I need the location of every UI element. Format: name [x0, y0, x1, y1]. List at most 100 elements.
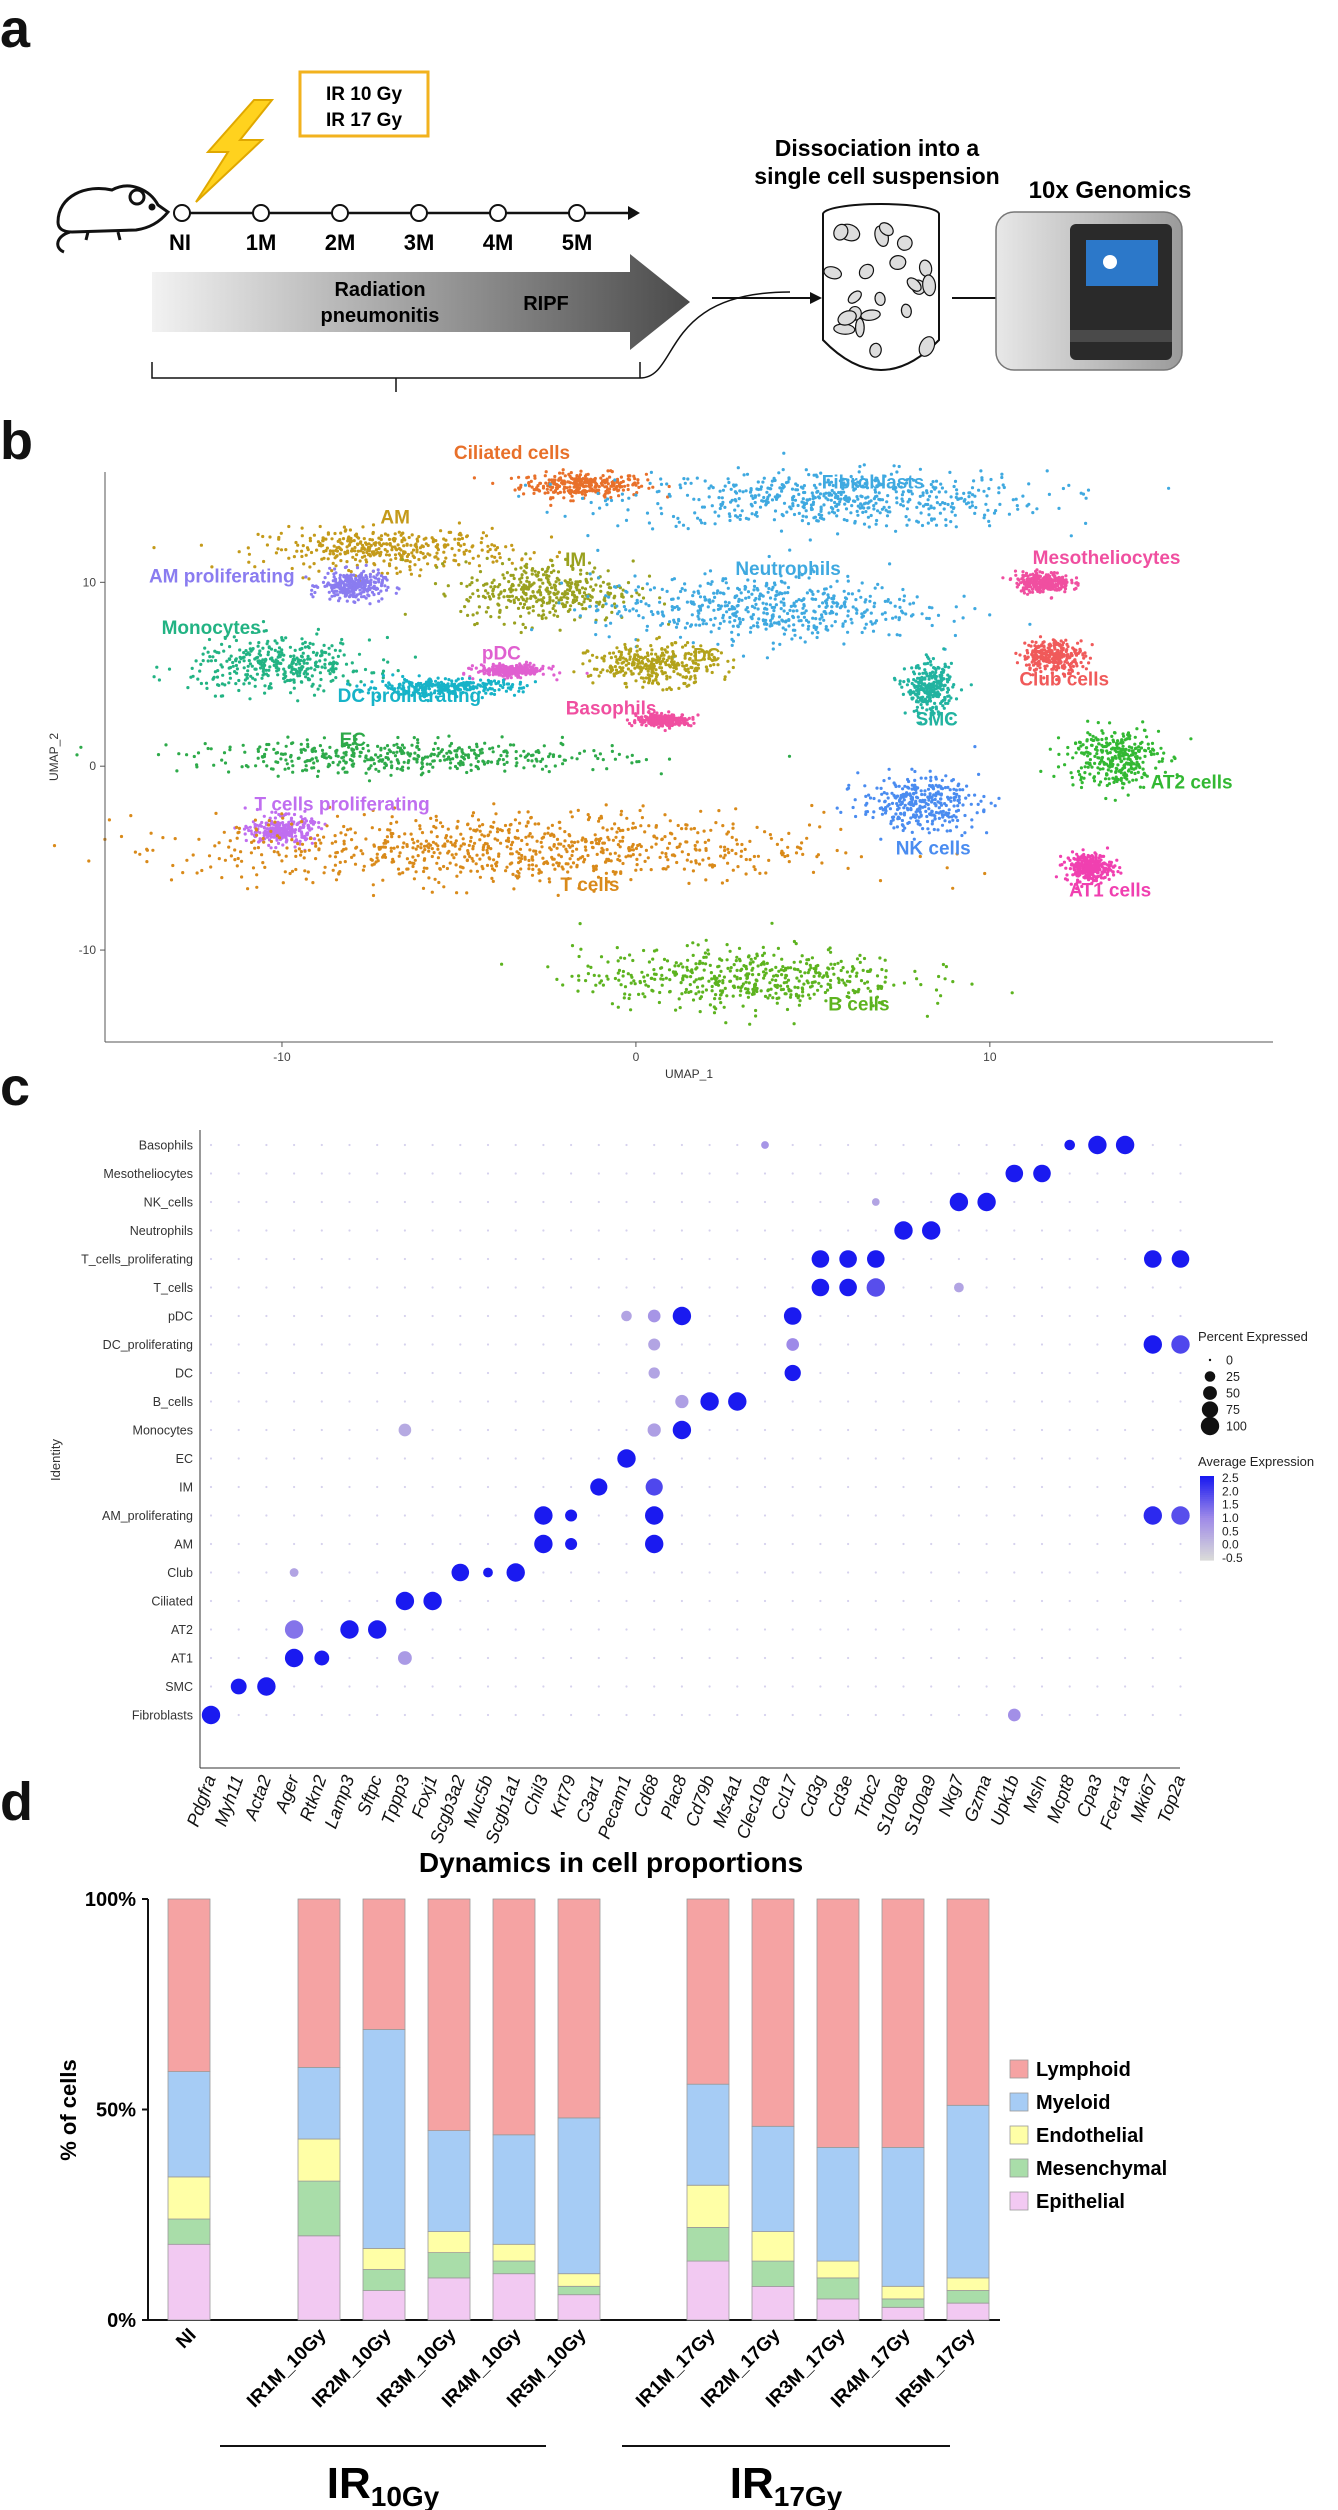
umap-point	[884, 524, 889, 528]
umap-point	[1022, 591, 1026, 595]
umap-point	[733, 498, 737, 502]
umap-point	[736, 504, 740, 508]
umap-point	[220, 665, 224, 669]
umap-point	[660, 711, 664, 716]
umap-point	[372, 553, 376, 557]
umap-point	[894, 486, 898, 490]
umap-point	[856, 480, 860, 484]
umap-point	[639, 666, 643, 671]
umap-point	[710, 504, 714, 508]
umap-point	[566, 609, 571, 614]
umap-point	[925, 616, 929, 621]
umap-point	[1038, 662, 1042, 667]
umap-point	[824, 601, 829, 605]
umap-point	[670, 642, 674, 646]
umap-point	[346, 682, 350, 686]
umap-point	[561, 482, 565, 486]
umap-point	[927, 682, 931, 686]
umap-point	[654, 652, 658, 656]
umap-point	[334, 667, 338, 671]
umap-point	[446, 543, 450, 547]
timepoint-label-3m: 3M	[404, 230, 435, 255]
umap-point	[647, 486, 651, 490]
umap-point	[842, 518, 846, 522]
umap-point	[481, 531, 485, 535]
umap-point	[246, 669, 250, 673]
umap-point	[761, 618, 765, 622]
umap-point	[804, 609, 808, 613]
umap-point	[698, 518, 703, 522]
umap-point	[316, 687, 320, 691]
umap-point	[828, 611, 832, 615]
umap-point	[834, 492, 838, 497]
umap-point	[344, 662, 349, 666]
umap-point	[884, 617, 888, 622]
umap-point	[786, 591, 790, 595]
umap-point	[540, 567, 545, 572]
umap-point	[456, 687, 460, 691]
umap-point	[578, 473, 583, 477]
umap-point	[276, 668, 280, 672]
umap-point	[727, 670, 731, 674]
umap-point	[563, 514, 567, 518]
umap-point	[578, 579, 582, 584]
umap-point	[934, 486, 938, 490]
umap-point	[1025, 581, 1029, 585]
umap-point	[343, 583, 347, 587]
umap-point	[231, 664, 235, 668]
umap-point	[641, 685, 645, 689]
umap-point	[227, 681, 231, 685]
umap-point	[1053, 584, 1058, 588]
umap-point	[925, 491, 929, 495]
umap-point	[1057, 586, 1061, 590]
umap-point	[541, 581, 545, 585]
umap-point	[713, 522, 717, 526]
umap-point	[459, 544, 463, 548]
umap-point	[525, 579, 529, 583]
umap-point	[307, 577, 311, 581]
umap-point	[1008, 577, 1012, 582]
umap-point	[585, 477, 589, 481]
umap-point	[156, 753, 161, 757]
umap-point	[388, 542, 392, 546]
umap-point	[465, 535, 469, 539]
umap-point	[309, 592, 313, 596]
umap-point	[566, 596, 570, 601]
umap-point	[905, 683, 910, 687]
umap-point	[238, 648, 242, 652]
umap-cluster-ciliated-cells	[472, 468, 671, 507]
umap-point	[228, 645, 232, 649]
umap-point	[788, 608, 792, 613]
umap-point	[665, 687, 669, 692]
umap-point	[652, 671, 656, 675]
umap-point	[916, 520, 921, 524]
umap-point	[377, 541, 381, 545]
umap-point	[495, 559, 499, 563]
umap-point	[793, 498, 798, 502]
umap-point	[655, 660, 659, 665]
umap-point	[300, 549, 304, 553]
umap-point	[686, 527, 690, 531]
umap-point	[944, 518, 948, 522]
umap-point	[347, 568, 351, 573]
umap-point	[306, 548, 310, 552]
umap-point	[489, 680, 493, 684]
umap-point	[623, 645, 628, 650]
umap-point	[693, 511, 697, 515]
umap-point	[1026, 592, 1030, 596]
umap-point	[562, 490, 566, 494]
umap-point	[583, 597, 587, 601]
umap-point	[773, 597, 777, 601]
umap-point	[411, 548, 416, 552]
umap-point	[548, 590, 552, 595]
umap-point	[570, 593, 575, 597]
umap-point	[1079, 660, 1083, 665]
umap-point	[770, 479, 775, 483]
umap-point	[757, 597, 762, 601]
umap-point	[486, 688, 490, 692]
umap-point	[303, 640, 307, 645]
umap-point	[918, 698, 923, 702]
umap-point	[613, 594, 617, 598]
umap-point	[744, 489, 748, 493]
umap-point	[588, 659, 592, 663]
